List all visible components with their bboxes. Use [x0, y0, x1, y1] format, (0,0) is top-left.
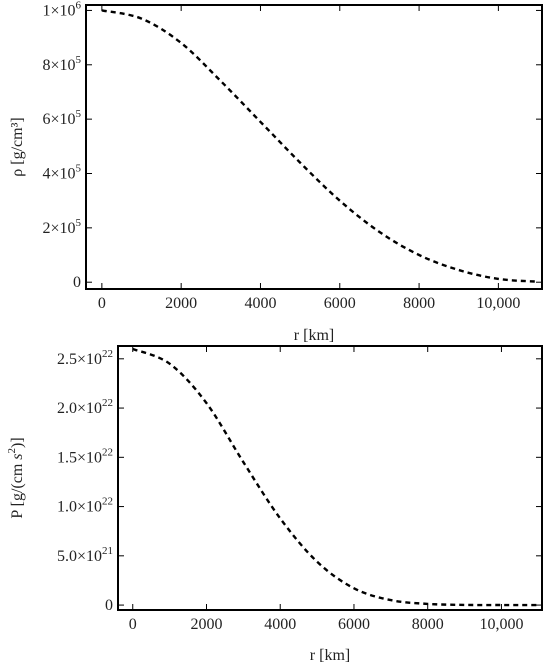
pressure-y-title-sup: 2: [6, 448, 18, 454]
density-y-axis-title: ρ [g/cm³]: [9, 117, 26, 176]
density-chart: 0 2000 4000 6000 8000 10,000 0 2×105 4×105 6×105…: [9, 0, 543, 344]
density-y-tick-label: 1×106: [42, 0, 81, 19]
density-y-ticks: 0 2×105 4×105 6×105 8×105 1×106: [42, 0, 542, 291]
pressure-x-tick-label: 6000: [338, 616, 370, 633]
pressure-y-title-var: s: [9, 453, 26, 459]
pressure-x-tick-label: 10,000: [479, 616, 523, 633]
density-x-ticks: 0 2000 4000 6000 8000 10,000: [98, 5, 520, 312]
pressure-x-tick-label: 8000: [412, 616, 444, 633]
pressure-y-title-post: )]: [9, 437, 26, 448]
density-x-tick-label: 10,000: [476, 295, 520, 312]
pressure-y-tick-label: 0: [105, 597, 113, 614]
density-x-tick-label: 2000: [165, 295, 197, 312]
density-x-tick-label: 8000: [403, 295, 435, 312]
density-x-tick-label: 4000: [244, 295, 276, 312]
pressure-y-tick-label: 1.0×1022: [57, 496, 113, 516]
density-x-tick-label: 0: [98, 295, 106, 312]
pressure-y-tick-label: 2.5×1022: [57, 348, 113, 368]
pressure-x-ticks: 0 2000 4000 6000 8000 10,000: [129, 346, 523, 633]
density-y-tick-label: 0: [73, 274, 81, 291]
pressure-x-tick-label: 4000: [264, 616, 296, 633]
pressure-y-title-pre: P [g/(cm: [9, 460, 26, 519]
pressure-y-tick-label: 1.5×1022: [57, 446, 113, 466]
pressure-chart: 0 2000 4000 6000 8000 10,000 0 5.0×1021 1.0×102…: [6, 345, 543, 664]
pressure-x-tick-label: 2000: [190, 616, 222, 633]
pressure-curve: [132, 347, 539, 607]
density-y-tick-label: 6×105: [42, 108, 81, 128]
pressure-plot-frame: [117, 345, 543, 611]
pressure-y-tick-label: 5.0×1021: [57, 545, 113, 565]
density-x-axis-title: r [km]: [294, 327, 334, 344]
density-plot-frame: [85, 4, 543, 290]
pressure-x-tick-label: 0: [129, 616, 137, 633]
density-y-tick-label: 8×105: [42, 54, 81, 74]
pressure-y-axis-title: P [g/(cm s2)]: [6, 437, 26, 518]
density-y-tick-label: 4×105: [42, 162, 81, 182]
pressure-x-axis-title: r [km]: [310, 647, 350, 664]
density-y-tick-label: 2×105: [42, 217, 81, 237]
pressure-y-tick-label: 2.0×1022: [57, 397, 113, 417]
density-x-tick-label: 6000: [324, 295, 356, 312]
density-curve: [101, 9, 539, 283]
pressure-y-ticks: 0 5.0×1021 1.0×1022 1.5×1022 2.0×1022 2.5×102…: [57, 348, 542, 614]
